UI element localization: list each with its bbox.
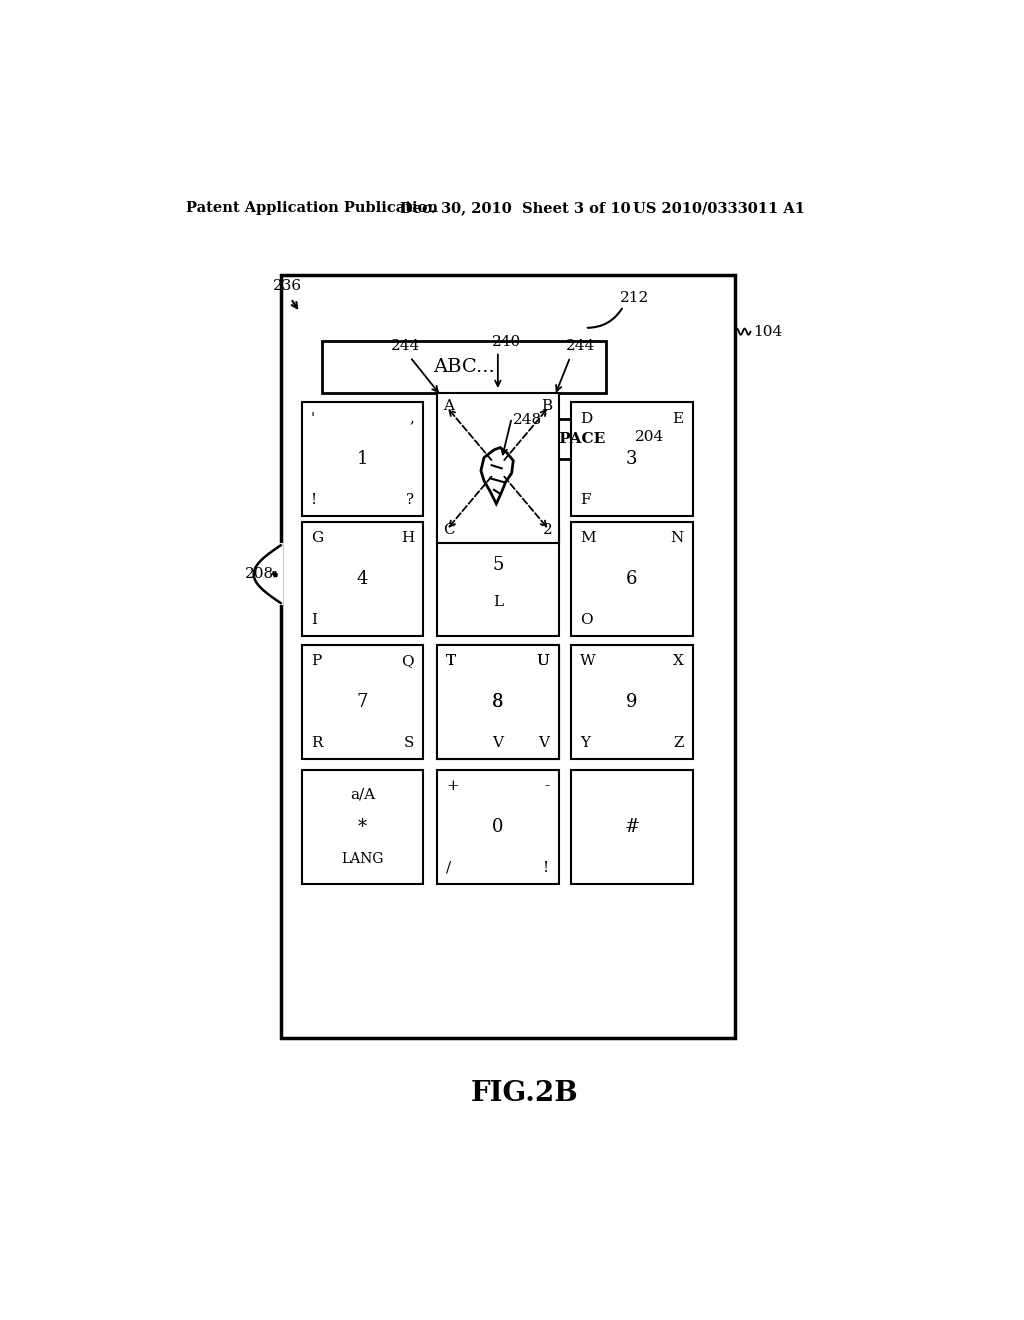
Text: B: B [542, 400, 553, 413]
Text: E: E [673, 412, 683, 426]
Text: LANG: LANG [341, 851, 384, 866]
Text: R: R [310, 735, 323, 750]
Text: G: G [310, 531, 323, 545]
Text: V: V [539, 735, 550, 750]
Bar [437, 645, 559, 759]
Text: Z: Z [673, 735, 683, 750]
Text: !: ! [310, 494, 317, 507]
Text: ': ' [310, 412, 314, 426]
Text: U: U [537, 655, 550, 668]
Text: 240: 240 [492, 334, 521, 348]
Text: H: H [400, 531, 414, 545]
Text: +: + [446, 779, 459, 793]
Text: US 2010/0333011 A1: US 2010/0333011 A1 [633, 202, 805, 215]
Bar [301, 770, 423, 884]
Text: 8: 8 [493, 693, 504, 711]
Text: C: C [443, 523, 455, 537]
Bar [571, 645, 692, 759]
Bar [437, 770, 559, 884]
Text: F: F [581, 494, 591, 507]
Text: 2: 2 [543, 523, 553, 537]
Text: *: * [357, 818, 367, 836]
Text: 3: 3 [626, 450, 638, 469]
Bar [322, 341, 606, 393]
Text: 8: 8 [493, 693, 504, 711]
Text: U: U [537, 655, 550, 668]
Text: 208: 208 [245, 568, 273, 581]
Text: I: I [310, 612, 316, 627]
Bar [301, 645, 423, 759]
Text: L: L [493, 594, 503, 609]
Text: X: X [673, 655, 683, 668]
Text: 104: 104 [753, 325, 782, 339]
Text: 9: 9 [626, 693, 638, 711]
Text: A: A [443, 400, 455, 413]
Text: -: - [545, 779, 550, 793]
Text: 7: 7 [356, 693, 368, 711]
Text: /: / [446, 861, 452, 875]
Text: ?: ? [406, 494, 414, 507]
Text: 244: 244 [566, 339, 596, 354]
Bar [481, 418, 624, 459]
Text: 236: 236 [273, 279, 302, 293]
Bar [301, 521, 423, 636]
Bar [571, 521, 692, 636]
Bar [437, 521, 559, 636]
Text: 244: 244 [391, 339, 420, 354]
Text: N: N [670, 531, 683, 545]
Text: 248: 248 [513, 413, 543, 428]
Text: T: T [446, 655, 457, 668]
Text: P: P [310, 655, 321, 668]
Text: 212: 212 [620, 290, 649, 305]
Text: W: W [581, 655, 596, 668]
Text: T: T [446, 655, 457, 668]
Bar [437, 645, 559, 759]
Text: #: # [625, 818, 639, 836]
Text: Y: Y [581, 735, 590, 750]
Text: 5: 5 [493, 556, 504, 574]
Bar [571, 770, 692, 884]
Text: 6: 6 [626, 570, 638, 587]
Bar [571, 403, 692, 516]
Text: 1: 1 [356, 450, 368, 469]
Text: FIG.2B: FIG.2B [471, 1081, 579, 1107]
Text: !: ! [543, 861, 550, 875]
Text: BACKSPACE: BACKSPACE [499, 432, 606, 446]
Text: S: S [403, 735, 414, 750]
Text: 4: 4 [356, 570, 368, 587]
Bar [437, 393, 559, 544]
Text: M: M [581, 531, 596, 545]
Text: V: V [493, 735, 504, 750]
Text: Q: Q [401, 655, 414, 668]
Bar [281, 276, 735, 1038]
Text: 0: 0 [493, 818, 504, 836]
Text: 204: 204 [635, 430, 665, 444]
Text: a/A: a/A [350, 788, 375, 801]
Text: Dec. 30, 2010  Sheet 3 of 10: Dec. 30, 2010 Sheet 3 of 10 [400, 202, 631, 215]
Bar [301, 403, 423, 516]
Text: ,: , [409, 412, 414, 426]
Text: ABC...: ABC... [433, 358, 495, 376]
Text: D: D [581, 412, 593, 426]
Text: O: O [581, 612, 593, 627]
Text: Patent Application Publication: Patent Application Publication [186, 202, 438, 215]
